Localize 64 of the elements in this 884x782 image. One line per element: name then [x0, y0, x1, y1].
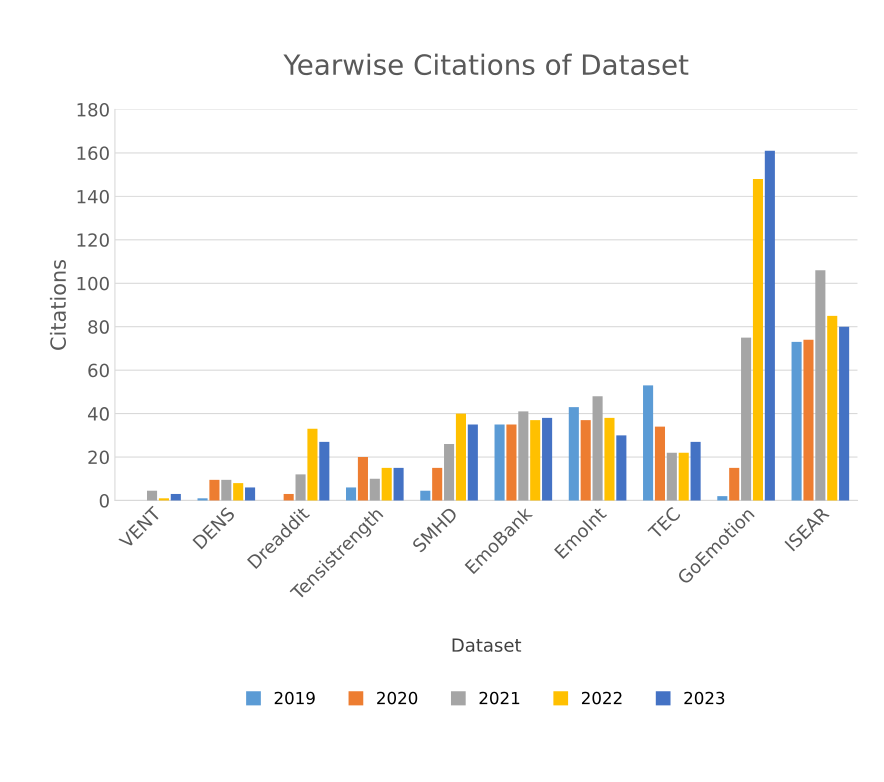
bar	[592, 396, 603, 500]
bar	[456, 414, 466, 500]
y-tick-label: 100	[78, 276, 109, 290]
y-tick-label: 120	[78, 233, 109, 247]
bar	[604, 418, 615, 500]
x-axis-title: Dataset	[452, 638, 522, 652]
bar	[792, 342, 802, 500]
bar	[370, 478, 380, 500]
legend-label: 2020	[377, 692, 418, 704]
y-tick-label: 160	[78, 146, 109, 160]
bar	[468, 424, 478, 500]
bar	[221, 480, 232, 500]
chart-title: Yearwise Citations of Dataset	[283, 54, 688, 76]
bar	[764, 150, 775, 500]
bar	[530, 420, 540, 500]
bar	[827, 316, 838, 500]
bar	[432, 468, 442, 500]
bar	[494, 424, 505, 500]
bar	[245, 487, 256, 500]
bar	[394, 468, 404, 500]
bar	[382, 468, 392, 500]
bar	[678, 452, 689, 500]
bar	[444, 444, 454, 500]
y-tick-label: 180	[78, 102, 109, 117]
bar	[666, 452, 677, 500]
bar	[839, 326, 850, 500]
bar	[741, 338, 752, 500]
y-tick-label: 0	[100, 494, 109, 508]
bar	[358, 457, 368, 500]
bar	[170, 494, 181, 500]
bar	[568, 407, 579, 500]
bar	[542, 418, 552, 500]
y-tick-label: 140	[78, 190, 109, 204]
legend-label: 2019	[274, 692, 315, 704]
legend-label: 2022	[582, 692, 622, 704]
bar	[752, 178, 764, 500]
y-tick-label: 20	[88, 450, 109, 464]
bar	[307, 428, 318, 500]
bar	[319, 442, 330, 500]
y-tick-label: 80	[88, 320, 109, 334]
y-axis-title: Citations	[50, 260, 66, 350]
bar	[518, 411, 528, 500]
bar	[616, 435, 626, 500]
y-tick-label: 60	[88, 364, 109, 378]
bar	[506, 424, 516, 500]
legend-label: 2023	[684, 692, 724, 704]
bar	[233, 483, 244, 500]
y-tick-label: 40	[88, 407, 109, 421]
bar	[296, 474, 306, 500]
bar	[284, 494, 294, 500]
bar	[690, 442, 701, 500]
bar	[580, 420, 591, 500]
bar	[803, 340, 814, 500]
bar	[729, 468, 740, 500]
bar	[209, 480, 220, 500]
bar	[815, 270, 826, 500]
bar	[420, 490, 430, 500]
bar	[654, 426, 666, 500]
x-tick-label: TEC	[647, 506, 682, 540]
bar	[147, 490, 158, 500]
bar	[346, 487, 356, 500]
bar	[717, 496, 728, 500]
bar	[643, 385, 654, 500]
legend-label: 2021	[480, 692, 520, 704]
